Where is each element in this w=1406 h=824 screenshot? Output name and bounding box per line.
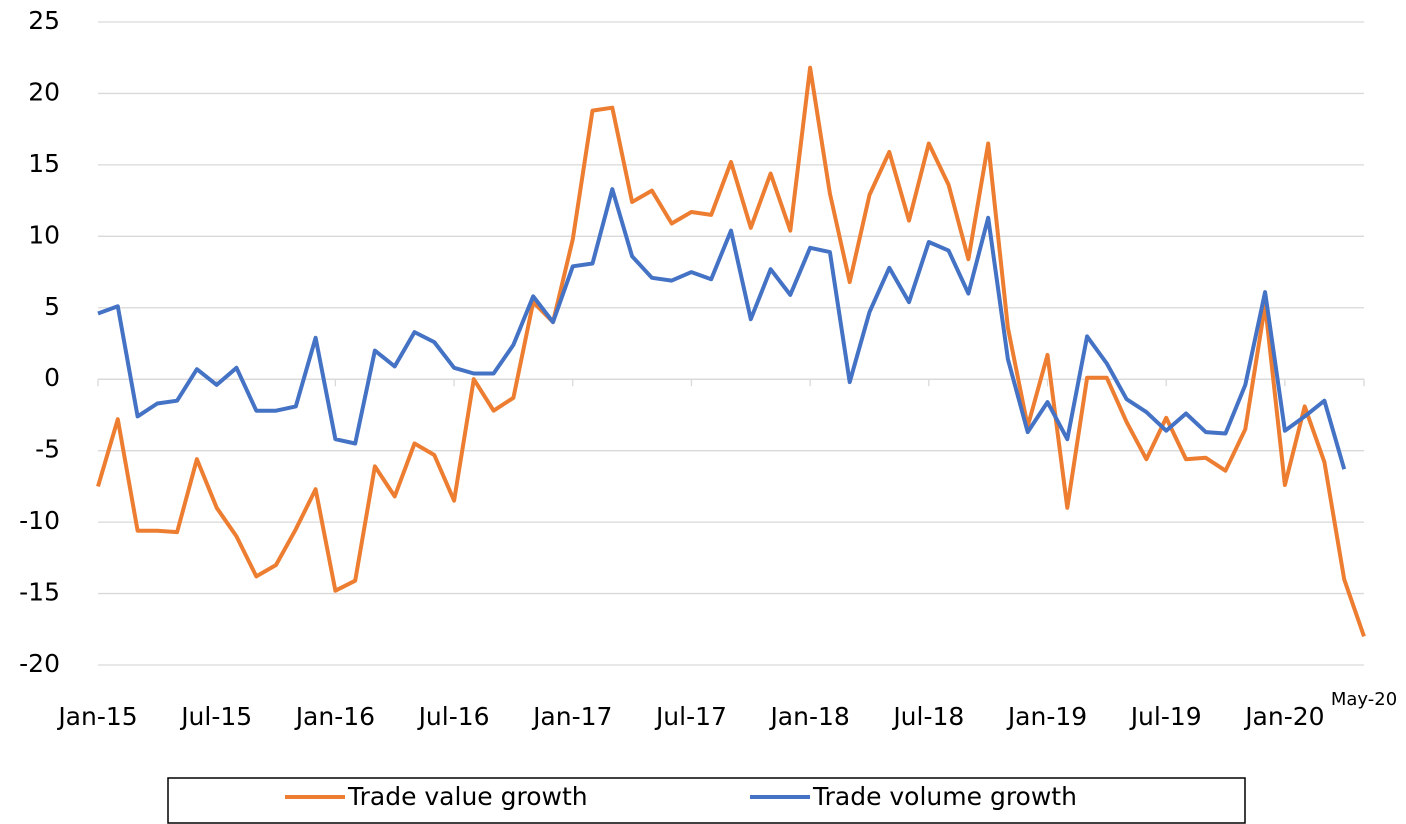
legend-box [167, 777, 1246, 824]
x-tick-label: Jul-15 [179, 702, 252, 731]
x-tick-label: Jan-16 [294, 702, 375, 731]
x-tick-label: Jul-19 [1129, 702, 1202, 731]
x-tick-label: Jul-17 [654, 702, 727, 731]
legend-label: Trade volume growth [812, 782, 1077, 811]
x-tick-label: Jul-18 [891, 702, 964, 731]
x-tick-label: May-20 [1331, 689, 1397, 710]
x-tick-label: Jan-20 [1243, 702, 1324, 731]
y-tick-label: 0 [44, 363, 60, 392]
x-tick-label: Jan-19 [1006, 702, 1087, 731]
y-tick-label: 10 [28, 220, 60, 249]
y-tick-label: 15 [28, 149, 60, 178]
y-tick-label: 25 [28, 6, 60, 35]
x-tick-label: Jan-18 [768, 702, 849, 731]
y-tick-label: 20 [28, 77, 60, 106]
y-tick-label: -15 [19, 578, 60, 607]
y-tick-label: -10 [19, 506, 60, 535]
x-tick-label: Jan-15 [56, 702, 137, 731]
legend-label: Trade value growth [347, 782, 588, 811]
y-tick-label: -20 [19, 649, 60, 678]
series-line [97, 187, 1347, 470]
y-tick-label: 5 [44, 292, 60, 321]
series-line [96, 65, 1366, 638]
x-tick-label: Jul-16 [417, 702, 490, 731]
x-tick-label: Jan-17 [531, 702, 612, 731]
y-tick-label: -5 [35, 435, 60, 464]
